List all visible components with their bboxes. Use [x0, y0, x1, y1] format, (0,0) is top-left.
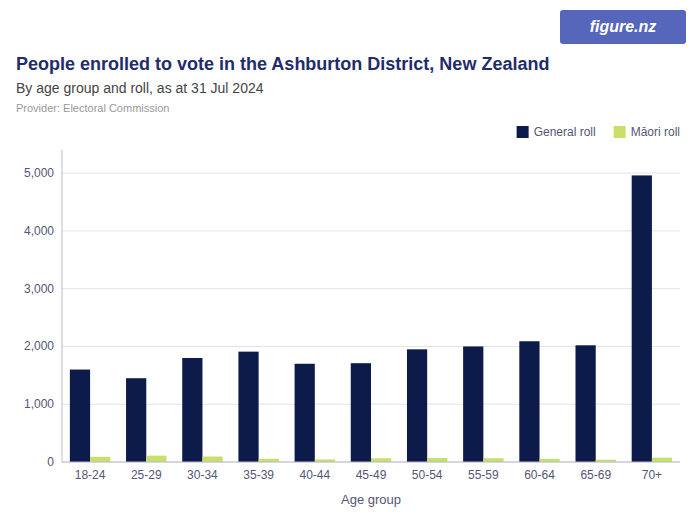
bar	[238, 352, 258, 462]
x-axis-label: Age group	[341, 492, 401, 507]
bar	[202, 457, 222, 462]
bar	[483, 458, 503, 462]
bar	[463, 346, 483, 462]
grid-line	[62, 230, 680, 231]
x-axis-line	[62, 462, 680, 463]
logo-text: figure.nz	[590, 18, 657, 35]
x-tick-label: 50-54	[412, 468, 443, 482]
legend: General roll Māori roll	[517, 125, 680, 139]
legend-item: Māori roll	[614, 125, 680, 139]
logo: figure.nz	[560, 10, 686, 44]
bar	[351, 363, 371, 462]
x-tick-label: 35-39	[243, 468, 274, 482]
bar	[182, 358, 202, 462]
legend-swatch	[614, 126, 626, 138]
x-tick-label: 40-44	[299, 468, 330, 482]
legend-swatch	[517, 126, 529, 138]
y-tick-label: 1,000	[24, 397, 54, 411]
bar	[146, 456, 166, 462]
y-axis: 0 1,000 2,000 3,000 4,000 5,000	[24, 150, 680, 469]
provider: Provider: Electoral Commission	[16, 102, 169, 114]
y-tick-label: 5,000	[24, 166, 54, 180]
x-tick-label: 25-29	[131, 468, 162, 482]
grid-line	[62, 288, 680, 289]
logo-box	[560, 10, 686, 44]
x-tick-label: 55-59	[468, 468, 499, 482]
legend-item: General roll	[517, 125, 596, 139]
x-tick-label: 45-49	[356, 468, 387, 482]
bar	[576, 345, 596, 462]
bar	[407, 349, 427, 462]
x-tick-label: 60-64	[524, 468, 555, 482]
x-axis: 18-24 25-29 30-34 35-39 40-44 45-49 50-54 55-59…	[62, 462, 680, 507]
y-tick-label: 4,000	[24, 224, 54, 238]
y-tick-label: 2,000	[24, 339, 54, 353]
bar	[126, 378, 146, 462]
bar	[90, 457, 110, 462]
bar	[632, 175, 652, 462]
bar	[295, 364, 315, 462]
legend-label: Māori roll	[631, 125, 680, 139]
legend-label: General roll	[534, 125, 596, 139]
bar	[652, 458, 672, 462]
y-tick-label: 3,000	[24, 282, 54, 296]
bars	[70, 175, 672, 462]
title: People enrolled to vote in the Ashburton…	[16, 54, 549, 74]
bar	[371, 458, 391, 462]
bar	[70, 370, 90, 462]
chart: figure.nz People enrolled to vote in the …	[0, 0, 700, 525]
grid-line	[62, 462, 680, 463]
bar	[427, 458, 447, 462]
grid-line	[62, 173, 680, 174]
x-tick-label: 30-34	[187, 468, 218, 482]
x-tick-label: 18-24	[75, 468, 106, 482]
bar	[519, 341, 539, 462]
y-axis-line	[62, 150, 63, 462]
y-tick-label: 0	[47, 455, 54, 469]
x-tick-label: 65-69	[580, 468, 611, 482]
subtitle: By age group and roll, as at 31 Jul 2024	[16, 80, 264, 96]
x-tick-label: 70+	[642, 468, 662, 482]
